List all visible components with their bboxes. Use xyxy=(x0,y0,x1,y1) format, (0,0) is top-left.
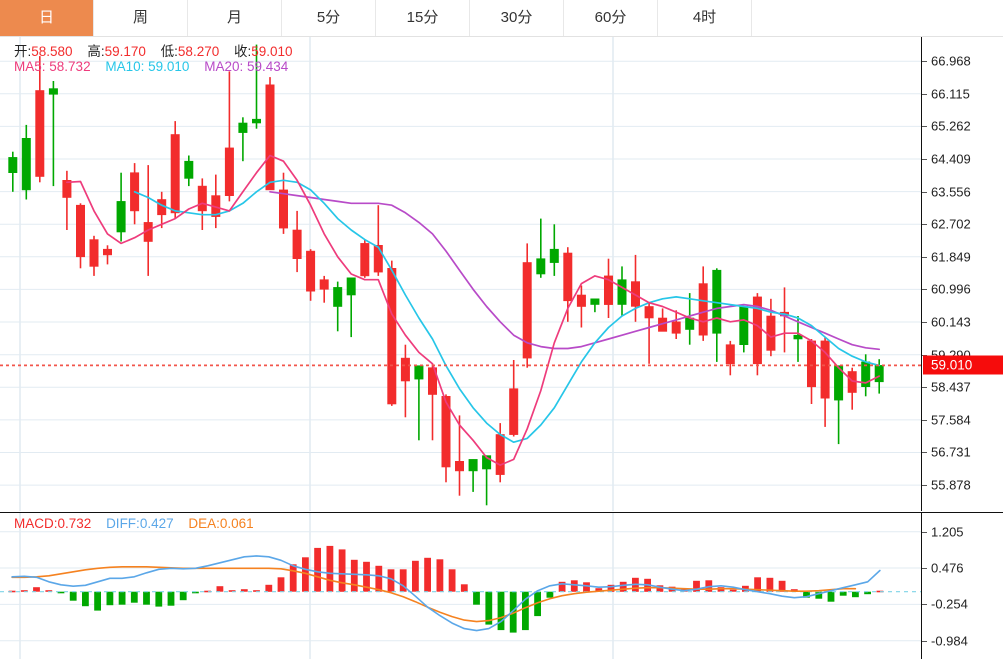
macd-plot-area[interactable] xyxy=(0,513,921,659)
price-tick-mark xyxy=(922,452,927,454)
price-tick-mark xyxy=(922,158,927,160)
price-tick-label: 66.968 xyxy=(931,53,971,69)
price-tick-mark xyxy=(922,93,927,95)
macd-tick-mark xyxy=(922,531,927,533)
tab-day-label: 日 xyxy=(38,9,54,26)
price-tick-mark xyxy=(922,485,927,487)
price-tick-label: 66.115 xyxy=(931,86,970,102)
tab-5min-label: 5分 xyxy=(316,9,341,26)
price-tick-mark xyxy=(922,61,927,63)
tab-60min[interactable]: 60分 xyxy=(564,0,658,36)
macd-tick-label: 0.476 xyxy=(931,560,964,576)
macd-tick-label: -0.984 xyxy=(931,633,968,649)
price-tick-mark xyxy=(922,289,927,291)
price-tick-label: 65.262 xyxy=(931,118,971,134)
tab-5min[interactable]: 5分 xyxy=(282,0,376,36)
tab-4hour[interactable]: 4时 xyxy=(658,0,752,36)
macd-tick-mark xyxy=(922,604,927,606)
macd-tick-label: 1.205 xyxy=(931,524,964,540)
price-tick-mark xyxy=(922,126,927,128)
tab-60min-label: 60分 xyxy=(594,9,627,26)
price-tick-mark xyxy=(922,256,927,258)
timeframe-toolbar: 日 周 月 5分 15分 30分 60分 4时 xyxy=(0,0,1003,37)
price-tick-mark xyxy=(922,387,927,389)
price-tick-label: 58.437 xyxy=(931,379,971,395)
price-tick-mark xyxy=(922,191,927,193)
price-tick-label: 64.409 xyxy=(931,151,971,167)
toolbar-filler xyxy=(752,0,1003,36)
tab-week-label: 周 xyxy=(132,9,148,26)
price-tick-label: 60.143 xyxy=(931,314,971,330)
tab-15min-label: 15分 xyxy=(406,9,439,26)
price-tick-mark xyxy=(922,419,927,421)
macd-tick-mark xyxy=(922,640,927,642)
macd-svg xyxy=(0,513,921,659)
macd-pane[interactable]: MACD:0.732 DIFF:0.427 DEA:0.061 1.205 0.4… xyxy=(0,512,1003,659)
price-tick-label: 61.849 xyxy=(931,249,971,265)
tab-month-label: 月 xyxy=(226,9,242,26)
macd-axis: 1.205 0.476 -0.254 -0.984 xyxy=(921,513,1003,659)
price-tick-label: 60.996 xyxy=(931,281,971,297)
macd-tick-label: -0.254 xyxy=(931,596,968,612)
tab-30min[interactable]: 30分 xyxy=(470,0,564,36)
tab-month[interactable]: 月 xyxy=(188,0,282,36)
tab-4hour-label: 4时 xyxy=(692,9,717,26)
price-tick-label: 55.878 xyxy=(931,477,971,493)
price-tick-mark xyxy=(922,354,927,356)
price-tick-mark xyxy=(922,322,927,324)
price-tick-label: 62.702 xyxy=(931,216,971,232)
price-tick-label: 56.731 xyxy=(931,444,971,460)
tab-15min[interactable]: 15分 xyxy=(376,0,470,36)
price-chart-pane[interactable]: 开:58.580 高:59.170 低:58.270 收:59.010 MA5:… xyxy=(0,37,1003,511)
current-price-badge: 59.010 xyxy=(923,355,1003,375)
price-tick-label: 63.556 xyxy=(931,184,971,200)
tab-30min-label: 30分 xyxy=(500,9,533,26)
tab-week[interactable]: 周 xyxy=(94,0,188,36)
price-plot-area[interactable] xyxy=(0,37,921,511)
price-axis: 66.968 66.115 65.262 64.409 63.556 62.702 61.8… xyxy=(921,37,1003,511)
candlestick-svg xyxy=(0,37,921,511)
price-tick-label: 57.584 xyxy=(931,412,971,428)
price-tick-mark xyxy=(922,224,927,226)
tab-day[interactable]: 日 xyxy=(0,0,94,36)
macd-tick-mark xyxy=(922,568,927,569)
